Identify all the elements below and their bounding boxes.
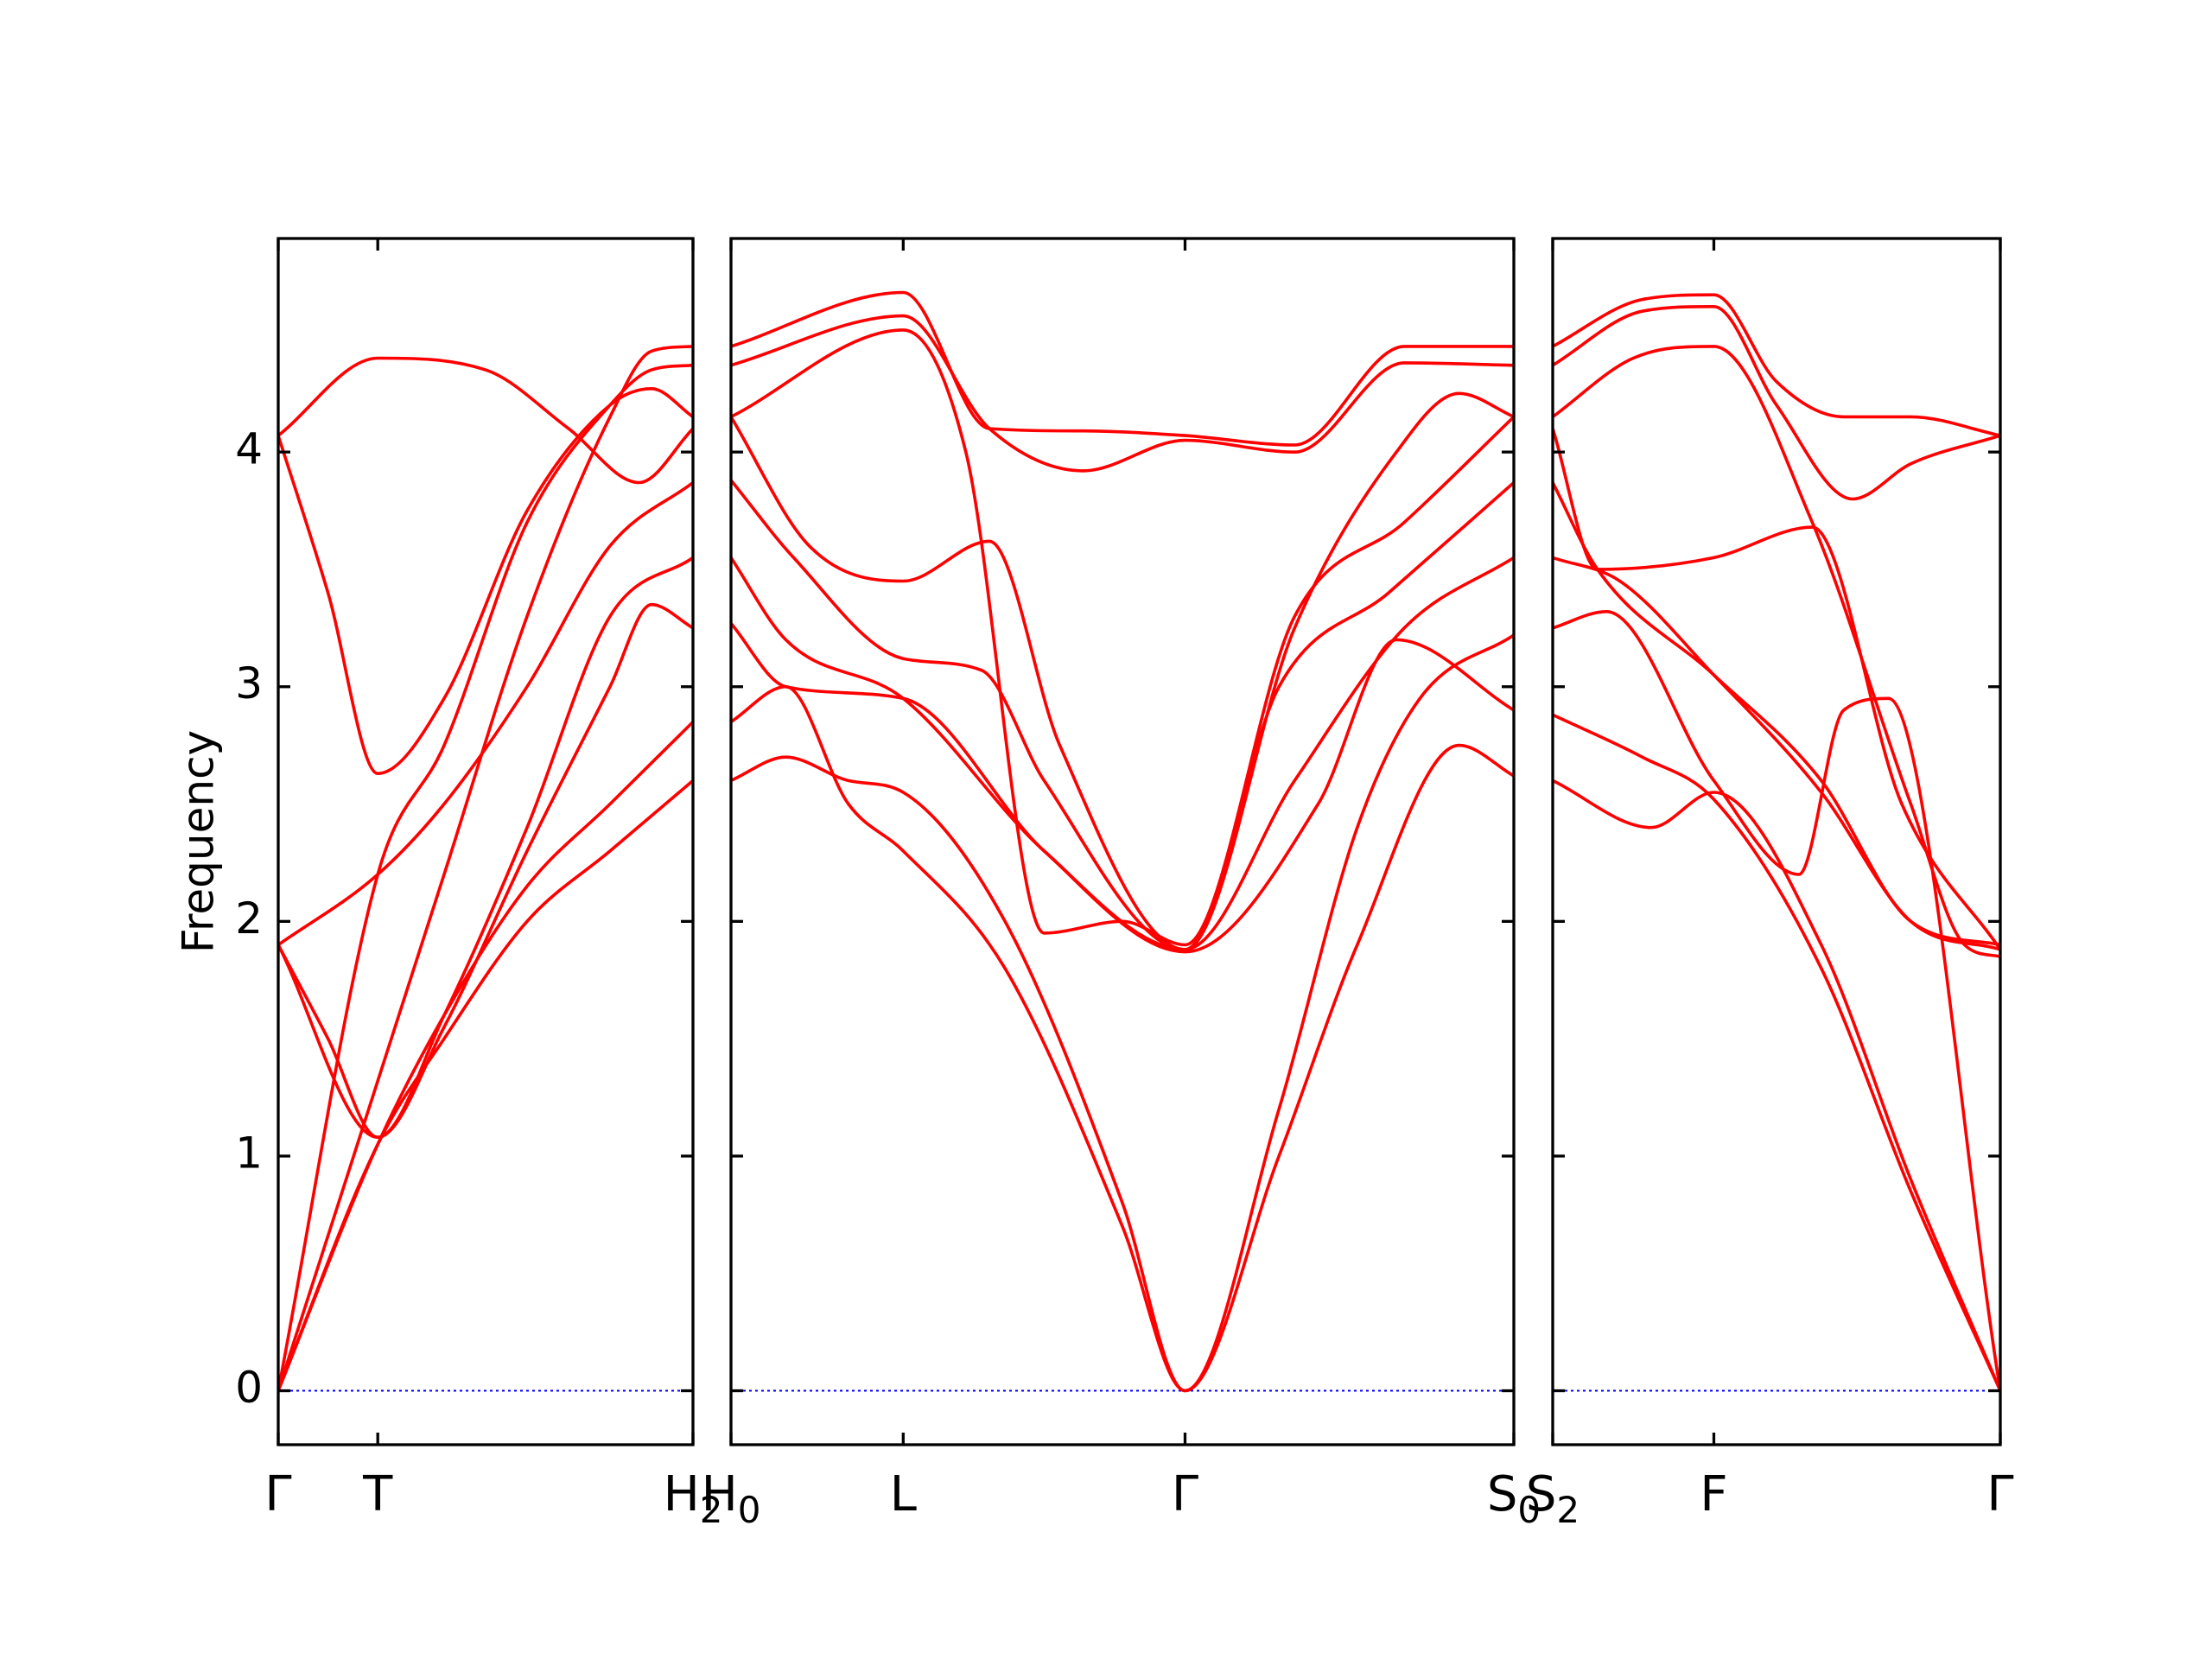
panel-1: 0 1 2 3 4 Γ T H2 [235, 237, 723, 1531]
band-line-3 [1553, 610, 2000, 1393]
x-tick-label: H2 [664, 1466, 723, 1531]
band-line-6 [1553, 427, 2000, 951]
y-tick-label: 1 [235, 1128, 263, 1178]
x-tick-label: Γ [264, 1466, 291, 1522]
band-line-2 [731, 633, 1514, 1393]
bands [278, 345, 693, 1393]
x-tick-label: Γ [1986, 1466, 2013, 1522]
band-line-3 [278, 602, 693, 1139]
panel-2: H0 L Γ S0 [702, 237, 1541, 1531]
band-line-9 [278, 345, 693, 1393]
band-line-7 [278, 387, 693, 775]
band-line-8 [731, 314, 1514, 473]
band-line-2 [1553, 713, 2000, 1393]
x-tick-label: S0 [1487, 1466, 1541, 1531]
band-line-9 [731, 290, 1514, 447]
bands [731, 290, 1514, 1393]
panel-3: S2 F Γ [1526, 237, 2014, 1531]
band-line-9 [1553, 293, 2000, 437]
y-tick-label: 2 [235, 893, 263, 944]
band-line-3 [731, 621, 1514, 954]
x-tick-label: Γ [1172, 1466, 1198, 1522]
band-line-5 [278, 480, 693, 947]
x-tick-label: H0 [702, 1466, 761, 1531]
y-tick-label: 3 [235, 658, 263, 709]
band-line-8 [1553, 305, 2000, 501]
band-line-4 [731, 556, 1514, 951]
band-line-6 [278, 363, 693, 1393]
band-line-7 [731, 328, 1514, 947]
y-axis-label: Frequency [174, 730, 224, 953]
y-tick-label: 4 [235, 424, 263, 474]
band-line-2 [278, 779, 693, 1393]
bands [1553, 293, 2000, 1393]
band-line-1 [1553, 779, 2000, 1393]
x-tick-label: L [890, 1466, 917, 1522]
band-line-6 [731, 391, 1514, 951]
band-line-1 [278, 720, 693, 1393]
y-tick-label: 0 [235, 1363, 263, 1413]
panel-frame [276, 237, 695, 1446]
band-line-7 [1553, 345, 2000, 958]
x-tick-label: F [1700, 1466, 1727, 1522]
panel-frame [729, 237, 1516, 1446]
band-line-8 [278, 356, 693, 485]
band-line-1 [731, 743, 1514, 1393]
x-tick-label: T [362, 1466, 393, 1522]
band-line-4 [278, 556, 693, 1139]
band-line-5 [731, 478, 1514, 951]
x-tick-label: S2 [1526, 1466, 1580, 1531]
panel-frame [1551, 237, 2002, 1446]
